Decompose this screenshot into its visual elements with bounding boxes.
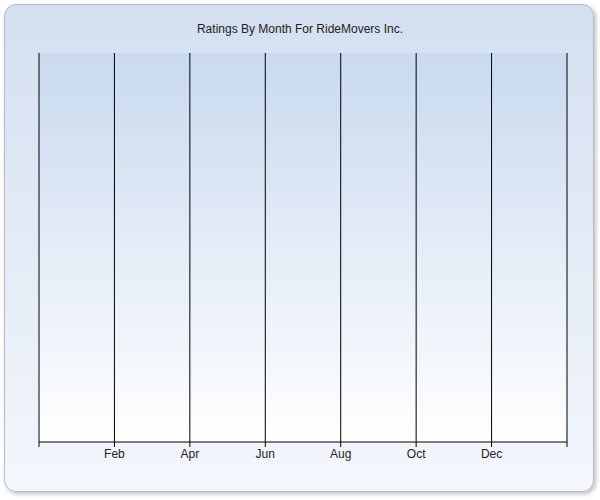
svg-text:Aug: Aug bbox=[330, 447, 351, 461]
svg-text:Oct: Oct bbox=[407, 447, 426, 461]
svg-text:Feb: Feb bbox=[104, 447, 125, 461]
svg-text:Apr: Apr bbox=[181, 447, 200, 461]
html-text:Ratings By Month For RideMover: Ratings By Month For RideMovers Inc. bbox=[197, 22, 403, 36]
svg-text:Dec: Dec bbox=[481, 447, 502, 461]
svg-text:Jun: Jun bbox=[256, 447, 275, 461]
